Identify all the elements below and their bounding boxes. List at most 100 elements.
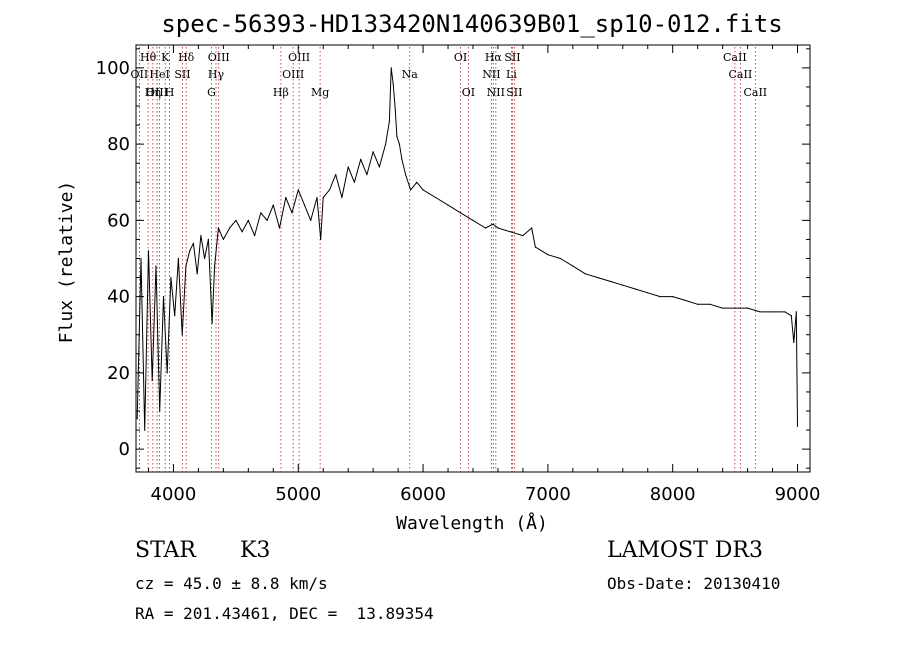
chart-title: spec-56393-HD133420N140639B01_sp10-012.f… (161, 10, 782, 38)
line-label-5: HeI (149, 68, 169, 81)
data-point-55 (396, 135, 398, 138)
line-label-9: G (207, 86, 216, 99)
data-point-90 (759, 311, 761, 313)
data-point-40 (322, 196, 324, 199)
line-label-26: CaII (729, 68, 753, 81)
y-tick-label-0: 0 (119, 439, 130, 460)
data-point-25 (235, 219, 237, 221)
data-point-91 (772, 311, 774, 313)
line-label-11: OIII (208, 51, 230, 64)
data-point-65 (472, 219, 474, 221)
line-label-25: CaII (723, 51, 747, 64)
data-point-15 (192, 242, 194, 244)
data-point-29 (260, 212, 262, 214)
data-point-66 (484, 227, 487, 229)
x-tick-label-1: 5000 (275, 484, 321, 505)
data-point-9 (170, 277, 172, 279)
data-point-95 (795, 311, 797, 313)
data-point-81 (647, 292, 649, 294)
data-point-41 (328, 189, 331, 191)
data-point-53 (392, 82, 394, 84)
spectral-line-markers (138, 47, 756, 472)
line-label-20: Hα (485, 51, 503, 64)
data-point-4 (151, 379, 153, 382)
data-point-17 (200, 235, 202, 237)
y-tick-label-3: 60 (107, 210, 130, 231)
x-tick-label-2: 6000 (400, 484, 446, 505)
data-point-82 (659, 296, 661, 298)
data-point-77 (597, 277, 599, 279)
data-point-76 (584, 273, 586, 275)
line-label-2: OIII (146, 86, 168, 99)
line-label-22: Li (506, 68, 517, 81)
data-point-3 (147, 250, 150, 252)
y-tick-label-5: 100 (96, 58, 130, 79)
data-point-52 (390, 67, 392, 69)
coordinates: RA = 201.43461, DEC = 13.89354 (135, 604, 434, 623)
plot-frame (135, 44, 811, 473)
data-point-42 (335, 174, 337, 176)
data-point-71 (531, 227, 533, 229)
data-point-16 (196, 273, 198, 275)
data-point-75 (572, 265, 574, 267)
data-point-88 (734, 307, 736, 309)
line-label-13: OIII (282, 68, 304, 81)
data-point-6 (159, 410, 161, 412)
y-tick-label-4: 80 (107, 134, 130, 155)
y-tick-label-1: 20 (107, 363, 130, 384)
line-label-8: Hδ (178, 51, 195, 64)
spectrum-series (136, 67, 799, 431)
data-point-2 (144, 429, 146, 431)
data-point-14 (189, 250, 191, 252)
data-point-46 (360, 158, 362, 160)
data-point-22 (217, 227, 219, 229)
axis-ticks: 4000 5000 6000 7000 8000 9000 0 20 40 60 80 100 (96, 45, 821, 505)
data-point-18 (204, 257, 206, 260)
y-tick-label-2: 40 (107, 287, 130, 308)
data-point-57 (401, 158, 403, 160)
line-label-27: CaII (743, 86, 767, 99)
data-point-39 (320, 238, 322, 240)
data-point-26 (241, 231, 243, 233)
x-tick-label-0: 4000 (151, 484, 197, 505)
data-point-56 (398, 143, 400, 145)
data-point-59 (410, 189, 412, 191)
data-point-51 (388, 120, 390, 122)
data-point-85 (697, 303, 699, 305)
data-point-86 (709, 303, 711, 305)
data-point-62 (435, 196, 437, 199)
data-point-92 (784, 311, 786, 313)
data-point-33 (285, 196, 287, 199)
data-point-38 (316, 196, 318, 199)
data-point-7 (162, 296, 165, 298)
line-label-18: OI (462, 86, 475, 99)
data-point-49 (378, 166, 380, 168)
data-point-69 (509, 231, 511, 233)
data-point-61 (422, 189, 424, 191)
data-point-78 (609, 280, 611, 282)
data-point-13 (185, 265, 187, 267)
data-point-11 (177, 257, 179, 260)
line-label-6: Hη (145, 86, 161, 99)
data-point-27 (247, 219, 249, 221)
data-point-32 (278, 227, 281, 229)
data-point-72 (534, 246, 537, 248)
survey-name: LAMOST DR3 (607, 538, 763, 563)
spectral-line-labels: Hθ OII OIII K H HeI Hη SII Hδ G Hγ OIII Hβ OIII OIII Mg… (131, 51, 768, 99)
x-tick-label-5: 9000 (775, 484, 821, 505)
series-line-0 (136, 67, 798, 431)
data-point-28 (254, 235, 256, 237)
data-point-35 (297, 189, 299, 191)
x-tick-label-3: 7000 (525, 484, 571, 505)
data-point-87 (722, 307, 724, 309)
data-point-58 (405, 174, 407, 176)
data-point-44 (347, 166, 349, 168)
data-point-20 (211, 322, 213, 324)
data-point-60 (416, 181, 418, 183)
data-point-34 (291, 212, 293, 214)
line-label-4: H (165, 86, 175, 99)
y-axis-label: Flux (relative) (56, 181, 77, 344)
data-point-21 (214, 265, 216, 267)
redshift-readout: cz = 45.0 ± 8.8 km/s (135, 574, 328, 593)
